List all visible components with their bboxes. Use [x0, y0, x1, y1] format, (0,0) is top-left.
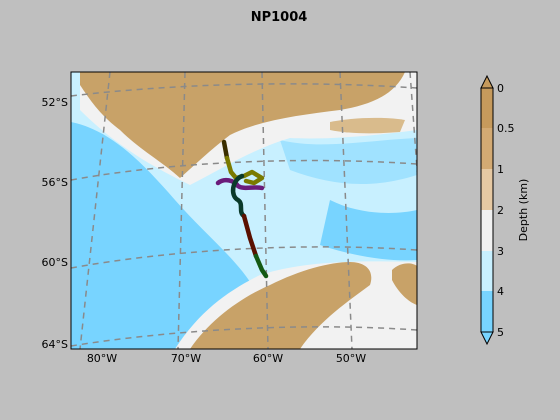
colorbar-band: [481, 128, 493, 169]
map-frame: [70, 71, 418, 350]
colorbar: 0 0.5 1 2 3 4 5 Depth (km): [480, 74, 530, 346]
colorbar-band: [481, 169, 493, 210]
colorbar-label: Depth (km): [517, 179, 530, 242]
deep-basin-east: [320, 200, 417, 261]
lat-label: 52°S: [42, 96, 68, 109]
lon-label: 80°W: [87, 352, 117, 365]
lat-label: 60°S: [42, 256, 68, 269]
colorbar-tick-label: 0.5: [497, 122, 515, 135]
lat-label: 56°S: [42, 176, 68, 189]
colorbar-band: [481, 88, 493, 128]
track-segment-1: [221, 139, 230, 161]
lat-label: 64°S: [42, 338, 68, 351]
land-south-georgia: [392, 263, 417, 305]
colorbar-top-cap: [480, 74, 494, 89]
colorbar-bottom-cap: [480, 331, 494, 346]
graticule: [71, 72, 417, 349]
land-antarctic-peninsula: [190, 262, 372, 349]
lon-label: 70°W: [171, 352, 201, 365]
colorbar-frame: [480, 87, 494, 333]
track-segment-6: [253, 253, 269, 279]
latitude-labels: 52°S 56°S 60°S 64°S: [42, 96, 68, 351]
track-segment-5: [241, 213, 259, 259]
longitude-labels: 80°W 70°W 60°W 50°W: [87, 352, 366, 365]
land-islands-east: [330, 117, 405, 134]
colorbar-band: [481, 210, 493, 251]
lon-label: 50°W: [336, 352, 366, 365]
colorbar-band: [481, 291, 493, 332]
track-segment-2: [224, 155, 265, 186]
land-south-america: [80, 72, 405, 178]
colorbar-tick-label: 4: [497, 285, 504, 298]
colorbar-ticks: 0 0.5 1 2 3 4 5: [497, 82, 515, 339]
colorbar-tick-label: 3: [497, 245, 504, 258]
colorbar-tick-label: 5: [497, 326, 504, 339]
track-segment-4: [230, 173, 247, 219]
colorbar-tick-label: 2: [497, 204, 504, 217]
colorbar-tick-label: 0: [497, 82, 504, 95]
ship-tracks: [215, 139, 269, 279]
figure-title: NP1004: [251, 10, 308, 25]
track-segment-3: [215, 177, 265, 191]
deep-basin-west: [71, 122, 260, 349]
lon-label: 60°W: [253, 352, 283, 365]
colorbar-band: [481, 251, 493, 291]
map-panel: [70, 71, 418, 350]
colorbar-tick-label: 1: [497, 163, 504, 176]
